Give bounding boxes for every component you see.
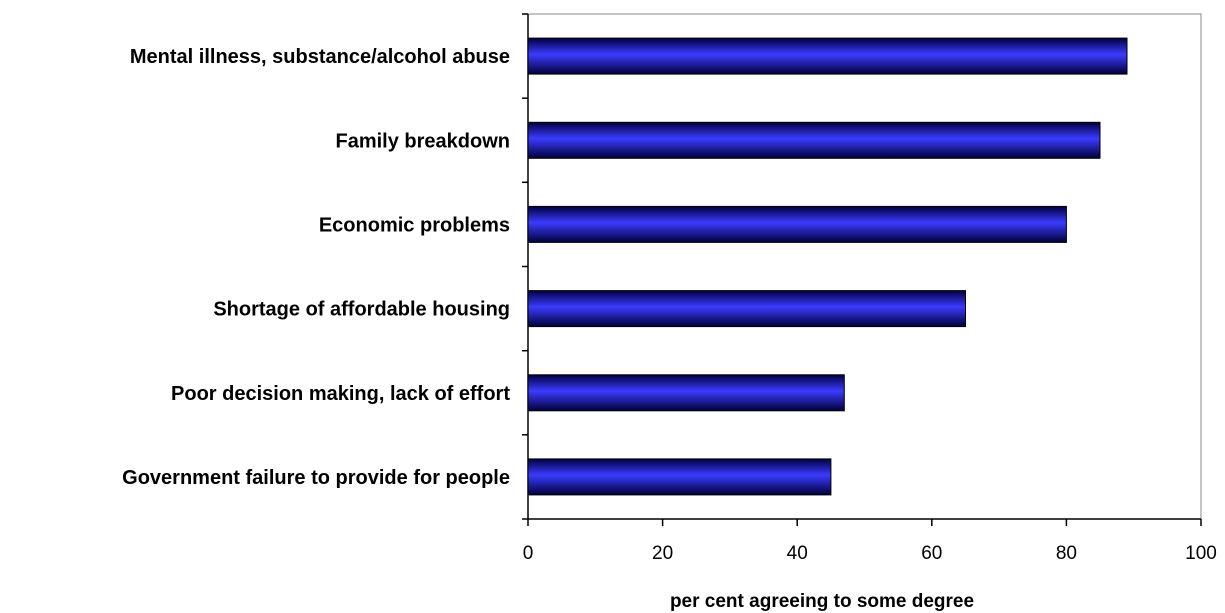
category-label-4: Poor decision making, lack of effort — [171, 383, 510, 405]
category-label-5: Government failure to provide for people — [122, 467, 510, 489]
plot-frame — [527, 13, 1202, 520]
bars-group — [527, 37, 1128, 496]
x-axis-title: per cent agreeing to some degree — [670, 591, 974, 612]
x-tick-label-5: 100 — [1185, 543, 1217, 564]
bar-0 — [527, 37, 1128, 75]
category-label-2: Economic problems — [319, 214, 510, 236]
category-ticks — [522, 13, 528, 520]
bar-2 — [527, 205, 1067, 243]
x-tick-label-4: 80 — [1056, 543, 1077, 564]
category-labels: Mental illness, substance/alcohol abuse F… — [122, 46, 510, 489]
bar-5 — [527, 458, 832, 496]
x-tick-label-0: 0 — [523, 543, 534, 564]
x-tick-label-2: 40 — [787, 543, 808, 564]
category-label-0: Mental illness, substance/alcohol abuse — [130, 46, 510, 68]
x-tick-label-3: 60 — [921, 543, 942, 564]
x-ticks — [527, 519, 1202, 526]
bar-1 — [527, 121, 1101, 159]
x-tick-label-1: 20 — [652, 543, 673, 564]
x-tick-labels: 0 20 40 60 80 100 — [523, 543, 1217, 564]
bar-3 — [527, 290, 966, 328]
category-label-3: Shortage of affordable housing — [213, 299, 510, 321]
category-label-1: Family breakdown — [336, 130, 511, 152]
bar-4 — [527, 374, 845, 412]
